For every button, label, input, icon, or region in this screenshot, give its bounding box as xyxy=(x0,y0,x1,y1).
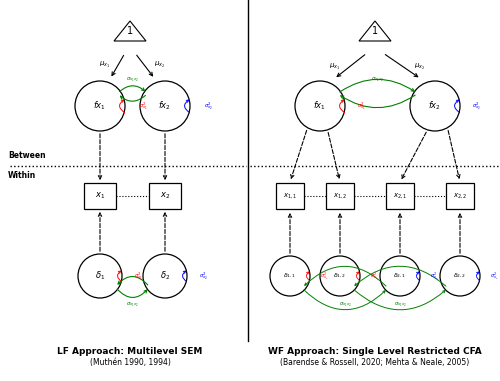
Text: $fx_2$: $fx_2$ xyxy=(428,100,442,112)
Text: $\sigma^2_{x_2}$: $\sigma^2_{x_2}$ xyxy=(490,270,498,282)
Text: $x_2$: $x_2$ xyxy=(160,191,170,201)
Text: $\sigma_{x_1x_2}$: $\sigma_{x_1x_2}$ xyxy=(371,75,384,83)
Text: (Barendse & Rossell, 2020; Mehta & Neale, 2005): (Barendse & Rossell, 2020; Mehta & Neale… xyxy=(280,359,469,368)
Bar xyxy=(446,183,474,209)
Bar xyxy=(326,183,354,209)
Text: $\sigma^2_{x_1}$: $\sigma^2_{x_1}$ xyxy=(357,100,366,112)
Text: WF Approach: Single Level Restricted CFA: WF Approach: Single Level Restricted CFA xyxy=(268,346,482,355)
Text: $\delta_2$: $\delta_2$ xyxy=(160,270,170,282)
Bar xyxy=(386,183,414,209)
Bar xyxy=(84,183,116,209)
Text: $\sigma^2_{x_2}$: $\sigma^2_{x_2}$ xyxy=(472,100,481,112)
Text: $\mu_{x_2}$: $\mu_{x_2}$ xyxy=(414,62,426,72)
Text: 1: 1 xyxy=(372,26,378,36)
Text: $\mu_{x_1}$: $\mu_{x_1}$ xyxy=(330,62,340,72)
Text: $\delta_{1,2}$: $\delta_{1,2}$ xyxy=(334,272,346,280)
Text: (Muthén 1990, 1994): (Muthén 1990, 1994) xyxy=(90,359,170,368)
Text: $\delta_{2,2}$: $\delta_{2,2}$ xyxy=(454,272,466,280)
Text: $\sigma^2_{x_2}$: $\sigma^2_{x_2}$ xyxy=(204,100,213,112)
Text: $\mu_{x_2}$: $\mu_{x_2}$ xyxy=(154,60,166,70)
Text: $\sigma_{x_1x_2}$: $\sigma_{x_1x_2}$ xyxy=(338,300,351,309)
Text: $\sigma^2_{x_1}$: $\sigma^2_{x_1}$ xyxy=(320,270,328,282)
Text: $fx_1$: $fx_1$ xyxy=(314,100,326,112)
Text: $x_1$: $x_1$ xyxy=(95,191,105,201)
Text: $x_{2,2}$: $x_{2,2}$ xyxy=(452,192,468,200)
Text: $\mu_{x_1}$: $\mu_{x_1}$ xyxy=(100,60,110,70)
Text: $x_{1,2}$: $x_{1,2}$ xyxy=(332,192,347,200)
Text: $\sigma_{x_1x_2}$: $\sigma_{x_1x_2}$ xyxy=(126,75,139,83)
Text: $\delta_1$: $\delta_1$ xyxy=(95,270,105,282)
Text: $fx_1$: $fx_1$ xyxy=(94,100,106,112)
Text: $\sigma^2_{x_1}$: $\sigma^2_{x_1}$ xyxy=(139,100,148,112)
Text: LF Approach: Multilevel SEM: LF Approach: Multilevel SEM xyxy=(58,346,203,355)
Text: $x_{2,1}$: $x_{2,1}$ xyxy=(392,192,407,200)
Text: $\sigma_{x_1x_2}$: $\sigma_{x_1x_2}$ xyxy=(394,300,406,309)
Text: $\sigma^2_{x_1}$: $\sigma^2_{x_1}$ xyxy=(134,270,143,282)
Text: $\delta_{1,1}$: $\delta_{1,1}$ xyxy=(284,272,296,280)
Text: 1: 1 xyxy=(127,26,133,36)
Text: $\sigma^2_{x_1}$: $\sigma^2_{x_1}$ xyxy=(370,270,378,282)
Text: Within: Within xyxy=(8,171,36,181)
Text: $\sigma^2_{x_2}$: $\sigma^2_{x_2}$ xyxy=(430,270,438,282)
Text: $\sigma_{x_1x_2}$: $\sigma_{x_1x_2}$ xyxy=(126,300,139,309)
Text: Between: Between xyxy=(8,152,46,160)
Bar xyxy=(149,183,181,209)
Text: $x_{1,1}$: $x_{1,1}$ xyxy=(282,192,298,200)
Bar xyxy=(276,183,304,209)
Text: $\delta_{2,1}$: $\delta_{2,1}$ xyxy=(394,272,406,280)
Text: $\sigma^2_{x_2}$: $\sigma^2_{x_2}$ xyxy=(199,270,208,282)
Text: $fx_2$: $fx_2$ xyxy=(158,100,172,112)
